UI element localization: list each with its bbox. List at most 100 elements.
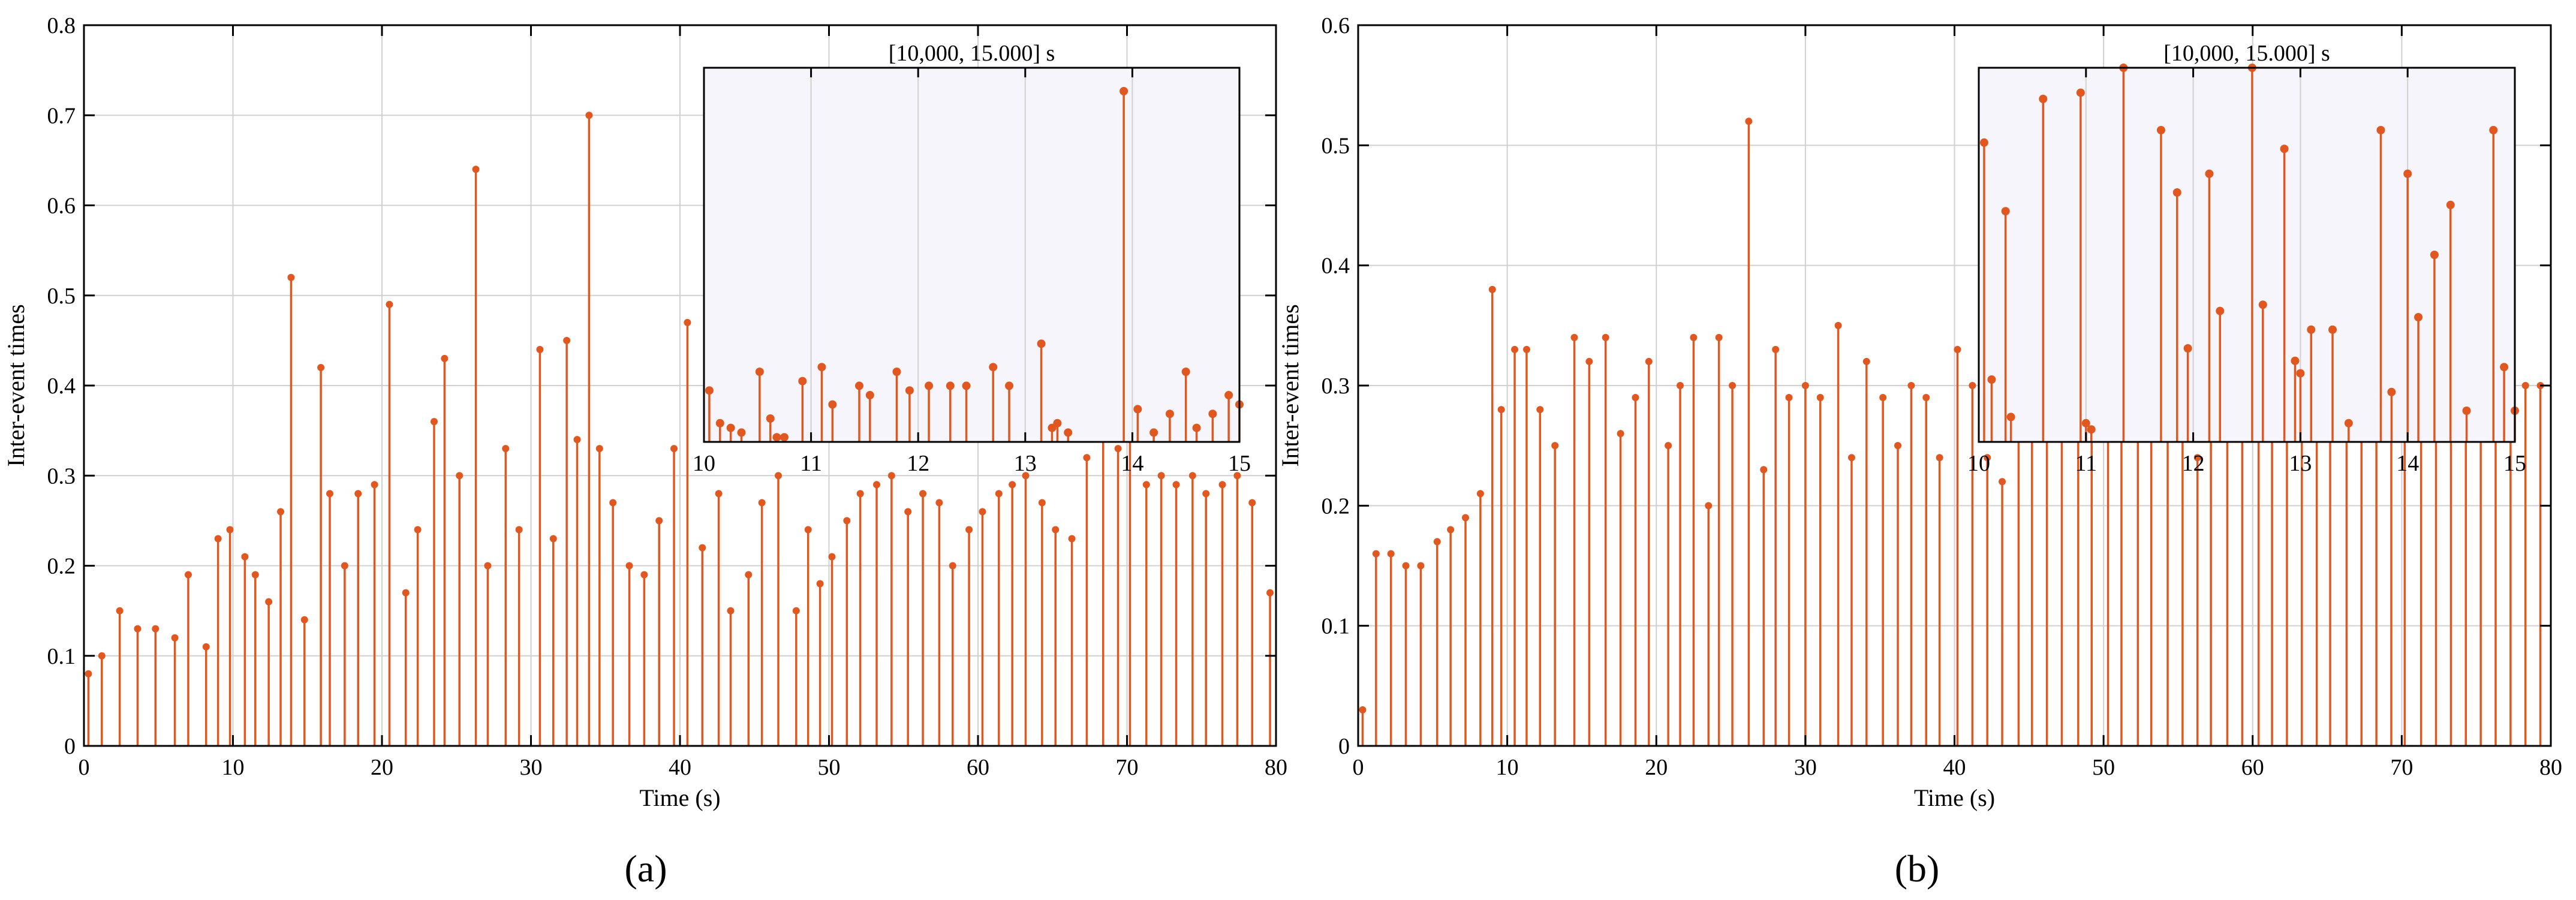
data-point <box>1038 499 1046 507</box>
inset-data-point <box>2183 344 2192 353</box>
data-point <box>1202 490 1210 498</box>
inset-title: [10,000, 15.000] s <box>2163 41 2330 66</box>
inset-data-point <box>2258 300 2267 309</box>
data-point <box>1172 481 1180 489</box>
x-axis-label: Time (s) <box>1914 784 1995 811</box>
data-point <box>341 562 348 570</box>
data-point <box>655 517 663 525</box>
inset-data-point <box>772 433 781 442</box>
data-point <box>1632 394 1639 402</box>
inset-title: [10,000, 15.000] s <box>889 41 1055 66</box>
data-point <box>828 553 836 561</box>
data-point <box>1188 472 1196 480</box>
data-point <box>758 499 766 507</box>
inset-data-point <box>1181 368 1190 376</box>
inset-data-point <box>705 386 714 395</box>
data-point <box>85 670 92 678</box>
data-point <box>715 490 723 498</box>
inset-data-point <box>737 428 746 437</box>
data-point <box>1447 526 1455 534</box>
y-tick-label: 0.6 <box>1322 13 1350 38</box>
data-point <box>1462 514 1470 522</box>
inset-x-tick-label: 13 <box>2289 451 2312 476</box>
data-point <box>214 535 222 543</box>
x-tick-label: 0 <box>79 755 90 780</box>
inset-x-tick-label: 11 <box>800 451 822 476</box>
data-point <box>1157 472 1165 480</box>
x-tick-label: 60 <box>967 755 989 780</box>
data-point <box>1218 481 1226 489</box>
x-tick-label: 40 <box>669 755 691 780</box>
data-point <box>116 607 124 615</box>
inset-data-point <box>1979 138 1988 147</box>
data-point <box>640 571 648 579</box>
inset-data-point <box>2172 188 2181 197</box>
data-point <box>456 472 464 480</box>
data-point <box>1847 454 1855 462</box>
x-axis-label: Time (s) <box>639 784 720 811</box>
data-point <box>1922 394 1930 402</box>
data-point <box>402 589 410 597</box>
data-point <box>484 562 492 570</box>
data-point <box>1266 589 1274 597</box>
data-point <box>1894 442 1902 450</box>
inset-data-point <box>865 391 874 399</box>
data-point <box>226 526 234 534</box>
inset-x-tick-label: 10 <box>1967 451 1990 476</box>
inset-data-point <box>780 433 789 442</box>
inset-data-point <box>1064 428 1073 437</box>
data-point <box>609 499 617 507</box>
data-point <box>873 481 881 489</box>
data-point <box>1760 466 1768 474</box>
data-point <box>670 445 678 453</box>
inset-data-point <box>2307 325 2316 334</box>
data-point <box>1488 285 1496 293</box>
x-tick-label: 70 <box>1116 755 1139 780</box>
x-tick-label: 50 <box>2092 755 2115 780</box>
chart-panel-b: 0 10 20 30 40 50 60 70 80 0 0.1 0.2 0.3 0.4 0.5 0.6 Time… <box>1277 13 2562 890</box>
data-point <box>202 643 210 651</box>
y-tick-label: 0.8 <box>47 13 76 38</box>
data-point <box>1083 454 1091 462</box>
data-point <box>1862 357 1870 365</box>
y-tick-label: 0.3 <box>47 463 76 489</box>
inset-data-point <box>2462 407 2471 415</box>
inset-data-point <box>2403 169 2412 178</box>
inset-data-point <box>2344 419 2353 428</box>
x-tick-label: 30 <box>520 755 543 780</box>
data-point <box>1665 442 1672 450</box>
y-axis-label: Inter-event times <box>2 304 29 466</box>
inset-data-point <box>2205 169 2214 178</box>
data-point <box>171 634 179 642</box>
data-point <box>1801 382 1809 389</box>
inset-data-point <box>1053 419 1062 428</box>
data-point <box>1536 406 1544 414</box>
data-point <box>1142 481 1150 489</box>
inset-data-point <box>1224 391 1233 399</box>
data-point <box>1879 394 1887 402</box>
inset-data-point <box>1208 410 1217 419</box>
data-point <box>1645 357 1653 365</box>
inset-chart: 10 11 12 13 14 15 [10,000, 15.000] s <box>693 41 1251 476</box>
x-tick-label: 20 <box>1645 755 1668 780</box>
inset-data-point <box>1192 423 1201 432</box>
y-axis-label: Inter-event times <box>1277 304 1304 466</box>
data-point <box>745 571 753 579</box>
data-point <box>935 499 943 507</box>
data-point <box>98 652 106 660</box>
data-point <box>1387 550 1395 558</box>
inset-data-point <box>2280 145 2289 153</box>
data-point <box>699 544 706 552</box>
data-point <box>904 508 912 516</box>
inset-data-point <box>1133 405 1142 414</box>
data-point <box>536 345 544 353</box>
data-point <box>1052 526 1060 534</box>
y-tick-label: 0 <box>64 734 76 759</box>
data-point <box>1907 382 1915 389</box>
data-point <box>1114 445 1122 453</box>
inset-data-point <box>2296 369 2305 378</box>
data-point <box>277 508 285 516</box>
data-point <box>856 490 864 498</box>
y-tick-label: 0.2 <box>1322 493 1350 519</box>
